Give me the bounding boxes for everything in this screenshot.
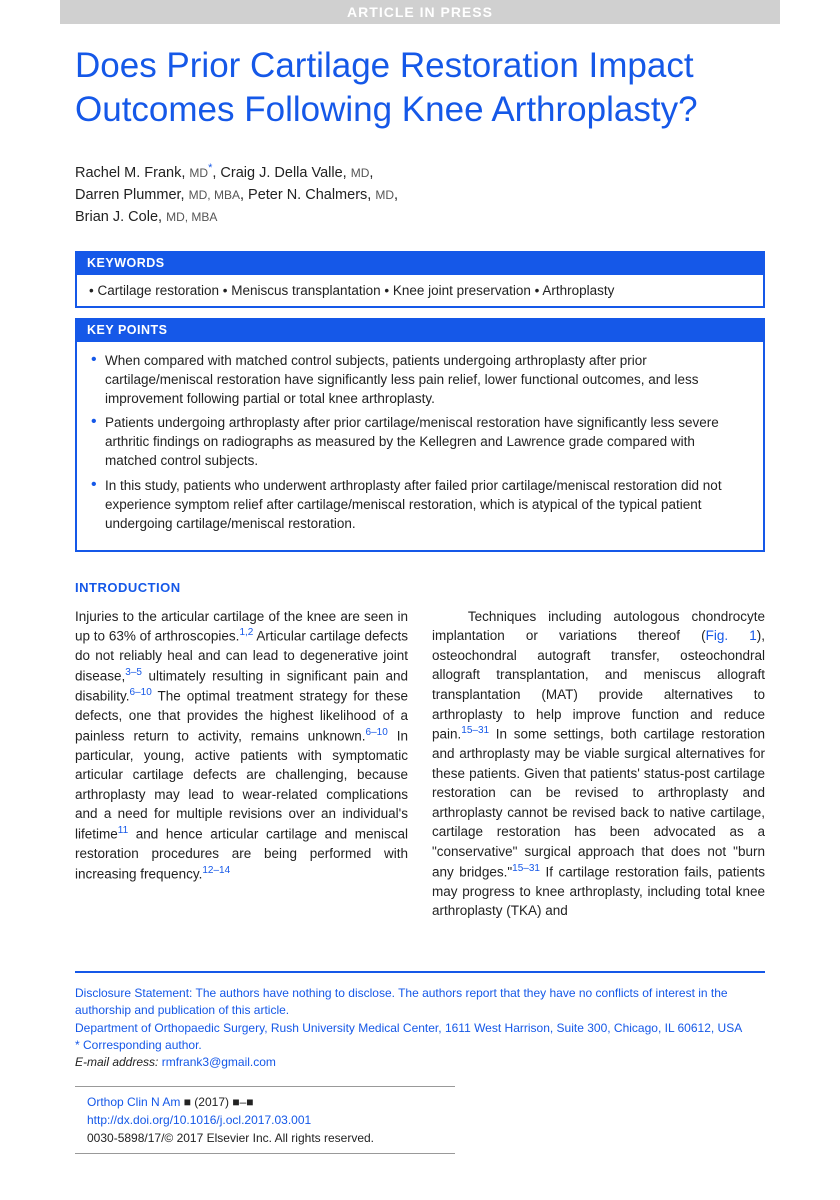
affiliation: Department of Orthopaedic Surgery, Rush … xyxy=(75,1020,765,1037)
page-content: Does Prior Cartilage Restoration Impact … xyxy=(0,44,840,1154)
disclosure-block: Disclosure Statement: The authors have n… xyxy=(75,985,765,1072)
keypoints-list: When compared with matched control subje… xyxy=(91,352,749,534)
keypoint-item: Patients undergoing arthroplasty after p… xyxy=(91,414,749,471)
journal-issue: ■ (2017) ■–■ xyxy=(184,1095,254,1109)
journal-reference: Orthop Clin N Am ■ (2017) ■–■ http://dx.… xyxy=(75,1086,455,1154)
keypoint-item: In this study, patients who underwent ar… xyxy=(91,477,749,534)
column-left: Injuries to the articular cartilage of t… xyxy=(75,607,408,921)
disclosure-statement: Disclosure Statement: The authors have n… xyxy=(75,985,765,1020)
intro-paragraph-1: Injuries to the articular cartilage of t… xyxy=(75,607,408,884)
keypoint-item: When compared with matched control subje… xyxy=(91,352,749,409)
copyright-line: 0030-5898/17/© 2017 Elsevier Inc. All ri… xyxy=(87,1129,455,1147)
keywords-header: KEYWORDS xyxy=(75,251,765,275)
journal-name: Orthop Clin N Am xyxy=(87,1095,180,1109)
corresponding-author-note: * Corresponding author. xyxy=(75,1037,765,1054)
author-list: Rachel M. Frank, MD*, Craig J. Della Val… xyxy=(75,160,765,229)
article-in-press-banner: ARTICLE IN PRESS xyxy=(60,0,780,24)
keywords-body: • Cartilage restoration • Meniscus trans… xyxy=(75,275,765,308)
article-title: Does Prior Cartilage Restoration Impact … xyxy=(75,44,765,132)
email-address[interactable]: rmfrank3@gmail.com xyxy=(162,1055,276,1069)
doi-link[interactable]: http://dx.doi.org/10.1016/j.ocl.2017.03.… xyxy=(87,1111,455,1129)
intro-paragraph-2: Techniques including autologous chondroc… xyxy=(432,607,765,921)
email-line: E-mail address: rmfrank3@gmail.com xyxy=(75,1054,765,1071)
keypoints-body: When compared with matched control subje… xyxy=(75,342,765,552)
introduction-heading: INTRODUCTION xyxy=(75,580,765,595)
body-columns: Injuries to the articular cartilage of t… xyxy=(75,607,765,921)
column-right: Techniques including autologous chondroc… xyxy=(432,607,765,921)
keypoints-header: KEY POINTS xyxy=(75,318,765,342)
journal-citation: Orthop Clin N Am ■ (2017) ■–■ xyxy=(87,1093,455,1111)
email-label: E-mail address: xyxy=(75,1055,158,1069)
footer-divider xyxy=(75,971,765,973)
